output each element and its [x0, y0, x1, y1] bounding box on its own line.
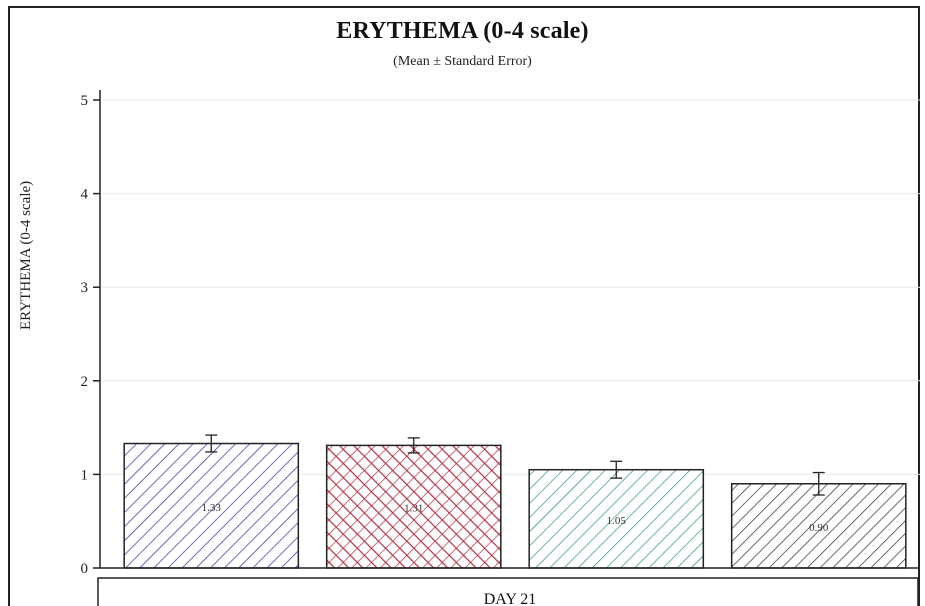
- bar-value-label: 1.05: [607, 515, 627, 527]
- y-tick-label: 5: [81, 93, 89, 109]
- bar-value-label: 1.31: [404, 503, 423, 515]
- bar: [325, 444, 502, 569]
- y-tick-label: 1: [81, 467, 89, 483]
- bar: [528, 468, 705, 569]
- panel-label-box: [97, 577, 919, 606]
- chart-title: ERYTHEMA (0-4 scale): [336, 18, 589, 44]
- y-tick-label: 3: [81, 280, 89, 296]
- panel-label: DAY 21: [484, 591, 537, 606]
- chart-subtitle: (Mean ± Standard Error): [393, 54, 532, 69]
- bar-value-label: 1.33: [202, 502, 222, 514]
- bar-value-label: 0.90: [809, 522, 829, 534]
- y-tick-label: 4: [81, 187, 89, 203]
- y-tick-label: 2: [81, 374, 89, 390]
- y-tick-label: 0: [81, 561, 89, 577]
